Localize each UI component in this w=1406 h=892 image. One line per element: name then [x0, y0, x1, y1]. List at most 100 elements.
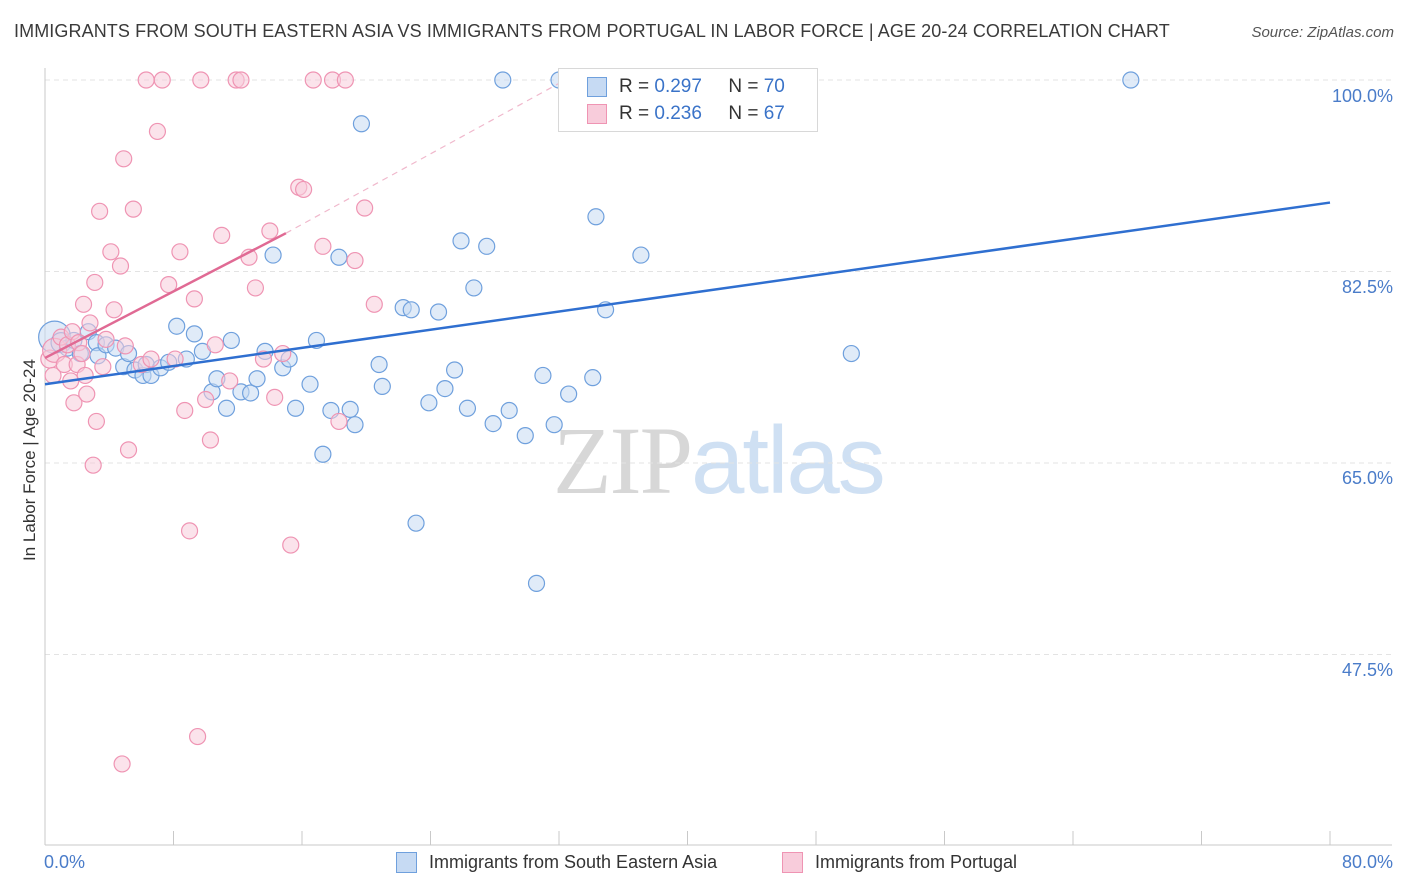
point-portugal-63 [113, 755, 131, 773]
point-portugal-43 [221, 372, 239, 390]
y-tick-label-65: 65.0% [1341, 468, 1393, 488]
point-sea-50 [445, 361, 464, 379]
point-sea-41 [352, 115, 371, 133]
point-portugal-52 [282, 536, 300, 554]
point-portugal-54 [295, 180, 313, 199]
y-tick-label-100: 100.0% [1331, 86, 1393, 106]
point-portugal-20 [102, 243, 120, 261]
point-portugal-65 [188, 727, 207, 746]
point-portugal-62 [365, 295, 383, 313]
point-portugal-56 [314, 237, 332, 255]
point-portugal-15 [86, 273, 104, 292]
point-sea-61 [545, 416, 563, 434]
point-sea-39 [341, 400, 359, 418]
point-sea-38 [330, 248, 348, 266]
point-sea-52 [458, 399, 477, 417]
y-tick-label-82-5: 82.5% [1341, 277, 1393, 297]
point-portugal-16 [87, 412, 106, 431]
point-portugal-66 [74, 295, 93, 313]
point-portugal-19 [97, 330, 115, 348]
bottom-legend-sea: Immigrants from South Eastern Asia [396, 852, 717, 873]
bottom-legend-swatch-portugal [782, 852, 803, 873]
point-sea-48 [429, 303, 448, 321]
legend-r-label: R = [619, 103, 650, 124]
bottom-legend-label-sea: Immigrants from South Eastern Asia [429, 852, 718, 872]
legend-n-label: N = [728, 103, 759, 124]
point-sea-42 [370, 355, 388, 374]
point-sea-65 [587, 208, 605, 226]
point-sea-46 [407, 514, 425, 532]
point-sea-53 [465, 279, 483, 297]
point-portugal-42 [213, 226, 231, 244]
legend-n-label: N = [728, 76, 759, 97]
point-portugal-38 [192, 71, 210, 89]
point-portugal-13 [78, 385, 96, 403]
point-portugal-36 [180, 522, 199, 540]
point-portugal-8 [65, 394, 83, 412]
point-portugal-31 [153, 71, 171, 89]
point-sea-57 [500, 401, 518, 420]
legend-n-value-portugal: 67 [763, 103, 785, 124]
legend-row-sea: R = 0.297 N = 70 [587, 74, 785, 100]
point-portugal-35 [176, 401, 194, 420]
point-portugal-50 [266, 388, 284, 406]
point-sea-24 [217, 399, 236, 417]
point-sea-27 [242, 384, 260, 402]
point-sea-36 [314, 445, 332, 463]
point-portugal-12 [76, 366, 94, 385]
correlation-legend: R = 0.297 N = 70 R = 0.236 N = 67 [558, 68, 818, 132]
point-portugal-37 [185, 290, 203, 308]
point-sea-28 [248, 370, 266, 388]
point-sea-49 [436, 379, 454, 398]
point-sea-60 [534, 366, 552, 385]
point-sea-68 [842, 344, 860, 363]
point-sea-45 [402, 301, 420, 319]
point-portugal-60 [346, 251, 364, 270]
point-sea-54 [478, 237, 496, 255]
point-sea-51 [452, 232, 470, 250]
point-portugal-47 [246, 279, 265, 297]
bottom-legend-label-portugal: Immigrants from Portugal [815, 852, 1018, 872]
point-sea-25 [222, 331, 240, 350]
point-portugal-45 [232, 71, 250, 89]
point-portugal-55 [304, 71, 322, 89]
point-sea-63 [560, 385, 578, 403]
point-portugal-22 [111, 257, 130, 275]
point-portugal-58 [330, 412, 348, 431]
legend-n-value-sea: 70 [763, 76, 785, 97]
point-sea-40 [346, 416, 364, 434]
legend-r-value-portugal: 0.236 [654, 103, 702, 124]
point-portugal-21 [105, 301, 123, 319]
point-sea-67 [632, 246, 650, 264]
point-portugal-23 [115, 150, 133, 168]
point-sea-55 [484, 415, 502, 433]
point-sea-34 [301, 375, 319, 393]
point-portugal-25 [119, 441, 138, 459]
point-sea-69 [1122, 71, 1140, 89]
x-tick-label-max: 80.0% [1341, 852, 1393, 872]
point-sea-59 [527, 574, 546, 592]
point-sea-43 [373, 377, 391, 395]
point-portugal-26 [124, 200, 142, 218]
source-credit: Source: ZipAtlas.com [1251, 24, 1394, 41]
y-axis-label: In Labor Force | Age 20-24 [20, 359, 39, 561]
point-portugal-24 [116, 337, 134, 355]
bottom-legend-swatch-sea [396, 852, 417, 873]
point-portugal-41 [206, 336, 224, 354]
point-sea-56 [494, 71, 512, 89]
point-portugal-17 [91, 202, 109, 220]
point-portugal-49 [261, 222, 279, 240]
trend-line-portugal [44, 232, 287, 360]
point-portugal-40 [201, 431, 220, 449]
point-sea-64 [584, 369, 602, 387]
watermark: ZIPatlas [553, 407, 886, 514]
point-sea-30 [264, 246, 282, 264]
point-portugal-61 [356, 199, 374, 217]
point-sea-33 [286, 399, 305, 417]
point-sea-47 [420, 394, 438, 412]
legend-swatch-sea [587, 77, 607, 97]
point-portugal-18 [94, 358, 112, 376]
point-sea-20 [185, 325, 203, 343]
point-portugal-39 [197, 390, 215, 409]
